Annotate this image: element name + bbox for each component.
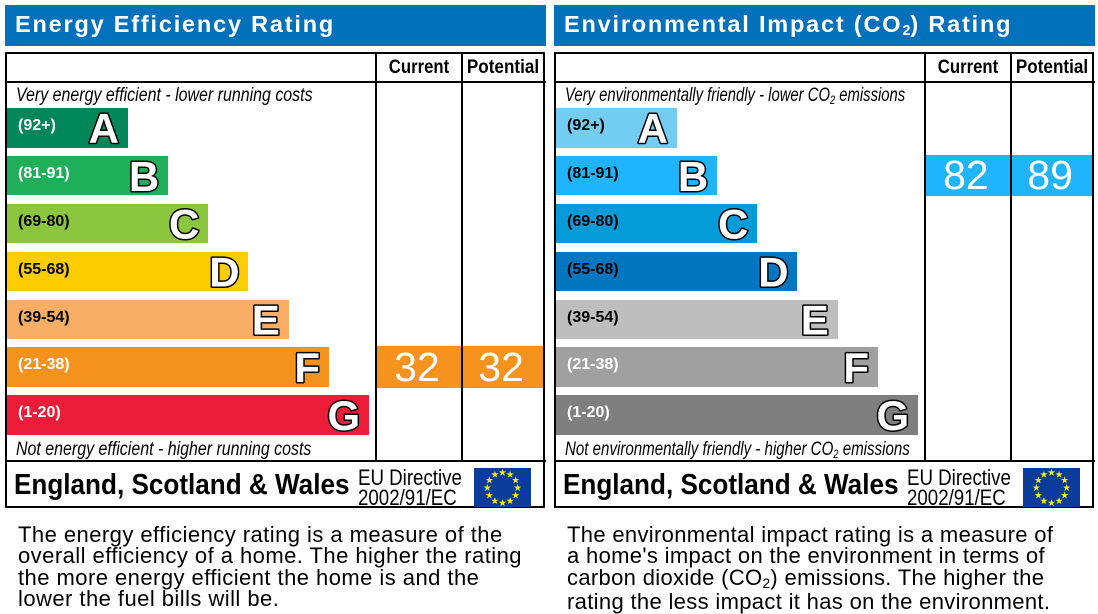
svg-text:E: E — [801, 296, 829, 343]
svg-text:A: A — [89, 105, 119, 152]
svg-text:G: G — [328, 392, 361, 439]
svg-text:E: E — [252, 296, 280, 343]
svg-text:C: C — [718, 201, 748, 248]
svg-text:D: D — [209, 249, 239, 296]
svg-text:F: F — [843, 344, 869, 391]
svg-text:F: F — [294, 344, 320, 391]
svg-text:D: D — [758, 249, 788, 296]
svg-text:G: G — [877, 392, 910, 439]
svg-text:B: B — [678, 153, 708, 200]
svg-text:C: C — [169, 201, 199, 248]
svg-text:A: A — [638, 105, 668, 152]
svg-text:B: B — [129, 153, 159, 200]
